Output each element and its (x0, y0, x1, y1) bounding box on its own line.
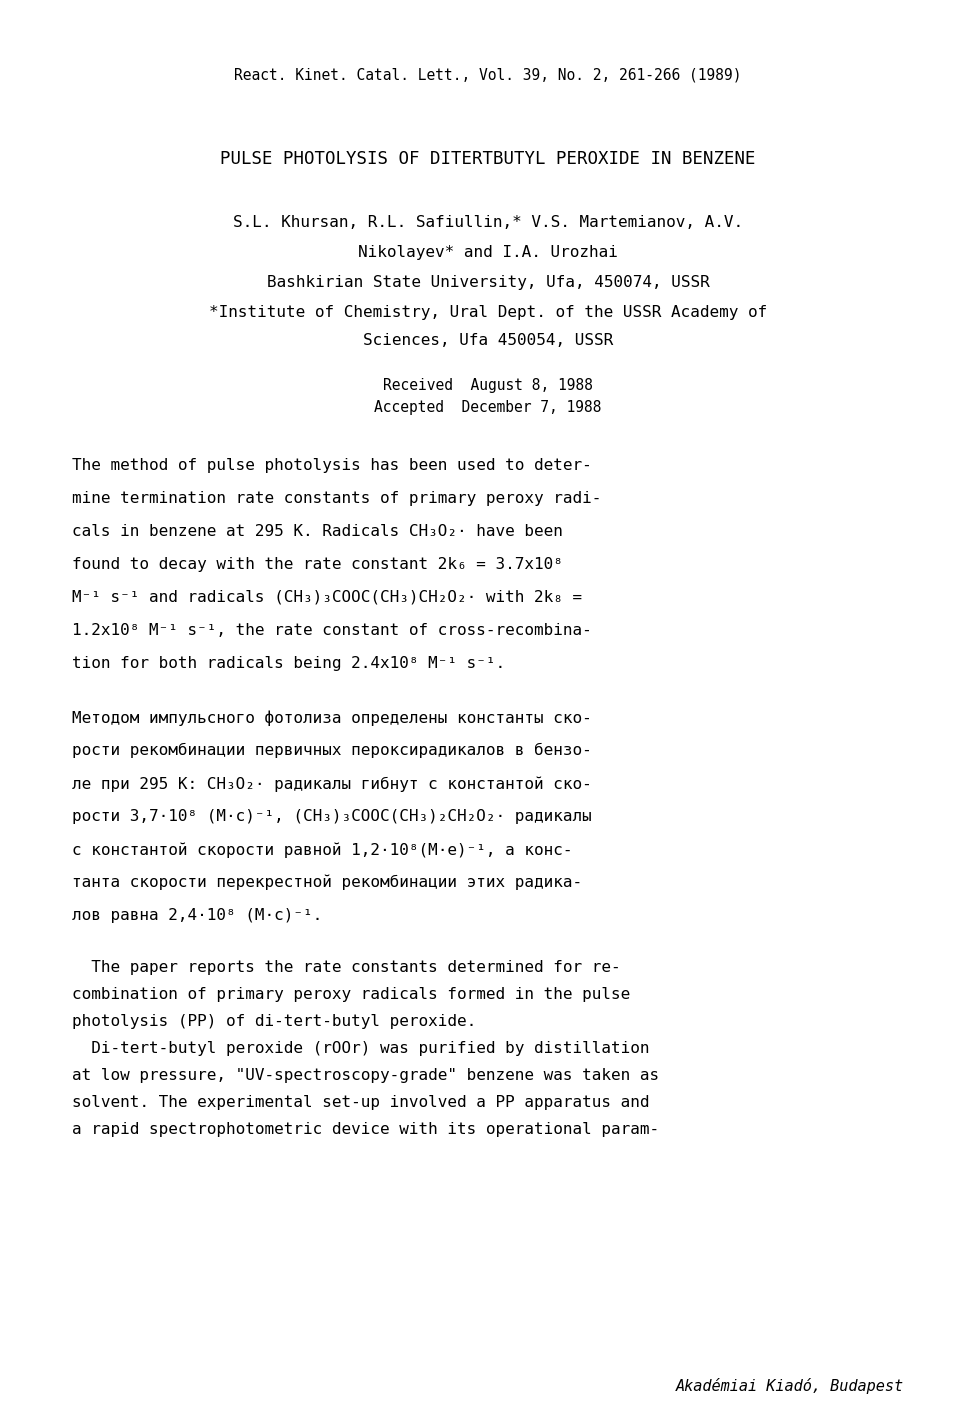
Text: Методом импульсного фотолиза определены константы ско-: Методом импульсного фотолиза определены … (72, 710, 591, 725)
Text: Bashkirian State University, Ufa, 450074, USSR: Bashkirian State University, Ufa, 450074… (266, 275, 710, 291)
Text: Nikolayev* and I.A. Urozhai: Nikolayev* and I.A. Urozhai (358, 246, 618, 260)
Text: Accepted  December 7, 1988: Accepted December 7, 1988 (374, 399, 602, 415)
Text: S.L. Khursan, R.L. Safiullin,* V.S. Martemianov, A.V.: S.L. Khursan, R.L. Safiullin,* V.S. Mart… (233, 214, 743, 230)
Text: cals in benzene at 295 K. Radicals CH₃O₂· have been: cals in benzene at 295 K. Radicals CH₃O₂… (72, 523, 563, 539)
Text: танта скорости перекрестной рекомбинации этих радика-: танта скорости перекрестной рекомбинации… (72, 875, 582, 890)
Text: The method of pulse photolysis has been used to deter-: The method of pulse photolysis has been … (72, 459, 591, 473)
Text: PULSE PHOTOLYSIS OF DITERTBUTYL PEROXIDE IN BENZENE: PULSE PHOTOLYSIS OF DITERTBUTYL PEROXIDE… (221, 150, 755, 168)
Text: рости рекомбинации первичных пероксирадикалов в бензо-: рости рекомбинации первичных пероксиради… (72, 744, 591, 758)
Text: *Institute of Chemistry, Ural Dept. of the USSR Academy of: *Institute of Chemistry, Ural Dept. of t… (209, 305, 767, 320)
Text: found to decay with the rate constant 2k₆ = 3.7x10⁸: found to decay with the rate constant 2k… (72, 557, 563, 571)
Text: лов равна 2,4·10⁸ (M·c)⁻¹.: лов равна 2,4·10⁸ (M·c)⁻¹. (72, 909, 322, 923)
Text: combination of primary peroxy radicals formed in the pulse: combination of primary peroxy radicals f… (72, 988, 630, 1002)
Text: The paper reports the rate constants determined for re-: The paper reports the rate constants det… (72, 959, 621, 975)
Text: Sciences, Ufa 450054, USSR: Sciences, Ufa 450054, USSR (363, 333, 613, 349)
Text: рости 3,7·10⁸ (M·c)⁻¹, (CH₃)₃COOC(CH₃)₂CH₂O₂· радикалы: рости 3,7·10⁸ (M·c)⁻¹, (CH₃)₃COOC(CH₃)₂C… (72, 809, 591, 824)
Text: at low pressure, "UV-spectroscopy-grade" benzene was taken as: at low pressure, "UV-spectroscopy-grade"… (72, 1068, 659, 1084)
Text: Akadémiai Kiadó, Budapest: Akadémiai Kiadó, Budapest (675, 1379, 904, 1394)
Text: Di-tert-butyl peroxide (rOOr) was purified by distillation: Di-tert-butyl peroxide (rOOr) was purifi… (72, 1041, 649, 1055)
Text: 1.2x10⁸ M⁻¹ s⁻¹, the rate constant of cross-recombina-: 1.2x10⁸ M⁻¹ s⁻¹, the rate constant of cr… (72, 624, 591, 638)
Text: solvent. The experimental set-up involved a PP apparatus and: solvent. The experimental set-up involve… (72, 1095, 649, 1110)
Text: M⁻¹ s⁻¹ and radicals (CH₃)₃COOC(CH₃)CH₂O₂· with 2k₈ =: M⁻¹ s⁻¹ and radicals (CH₃)₃COOC(CH₃)CH₂O… (72, 590, 582, 605)
Text: ле при 295 K: CH₃O₂· радикалы гибнут с константой ско-: ле при 295 K: CH₃O₂· радикалы гибнут с к… (72, 776, 591, 792)
Text: a rapid spectrophotometric device with its operational param-: a rapid spectrophotometric device with i… (72, 1122, 659, 1137)
Text: tion for both radicals being 2.4x10⁸ M⁻¹ s⁻¹.: tion for both radicals being 2.4x10⁸ M⁻¹… (72, 656, 506, 672)
Text: mine termination rate constants of primary peroxy radi-: mine termination rate constants of prima… (72, 491, 601, 507)
Text: photolysis (PP) of di-tert-butyl peroxide.: photolysis (PP) of di-tert-butyl peroxid… (72, 1015, 476, 1029)
Text: Received  August 8, 1988: Received August 8, 1988 (383, 378, 593, 394)
Text: React. Kinet. Catal. Lett., Vol. 39, No. 2, 261-266 (1989): React. Kinet. Catal. Lett., Vol. 39, No.… (234, 68, 742, 83)
Text: с константой скорости равной 1,2·10⁸(M·е)⁻¹, а конс-: с константой скорости равной 1,2·10⁸(M·е… (72, 842, 573, 858)
